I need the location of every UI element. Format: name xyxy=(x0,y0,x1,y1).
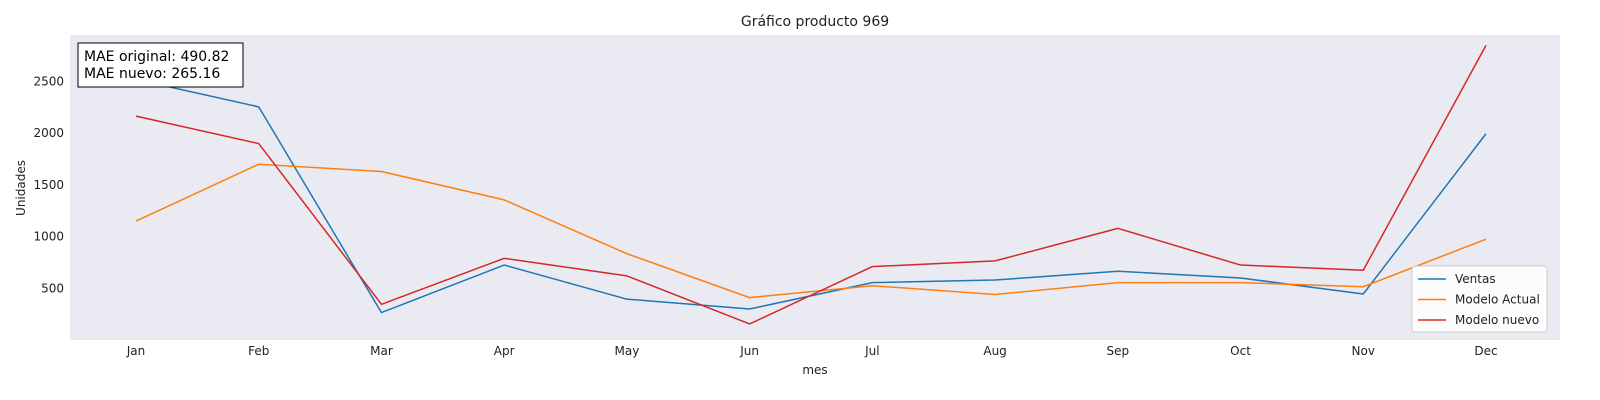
x-axis-label: mes xyxy=(802,363,827,377)
x-tick-label: Apr xyxy=(494,344,515,358)
series-line xyxy=(135,163,1487,299)
y-tick-labels: 500 1000 1500 2000 2500 xyxy=(33,75,64,296)
legend-label: Modelo Actual xyxy=(1455,293,1540,307)
annotation-line-1: MAE original: 490.82 xyxy=(84,49,229,65)
series-line xyxy=(135,44,1487,325)
annotation-line-2: MAE nuevo: 265.16 xyxy=(84,66,220,82)
x-tick-label: Aug xyxy=(983,344,1006,358)
x-tick-label: Jun xyxy=(739,344,759,358)
x-tick-labels: Jan Feb Mar Apr May Jun Jul Aug Sep Oct Nov Dec xyxy=(126,344,1498,358)
y-tick-label: 1500 xyxy=(33,178,64,192)
legend-frame xyxy=(1411,265,1548,333)
annotation-box: MAE original: 490.82 MAE nuevo: 265.16 xyxy=(77,42,244,88)
plot-area xyxy=(70,35,1560,340)
legend-label: Ventas xyxy=(1455,272,1496,286)
y-tick-label: 2000 xyxy=(33,126,64,140)
x-tick-label: Dec xyxy=(1474,344,1497,358)
x-tick-label: Nov xyxy=(1352,344,1375,358)
x-tick-label: Mar xyxy=(370,344,393,358)
legend: Ventas Modelo Actual Modelo nuevo xyxy=(1411,265,1548,333)
x-tick-label: May xyxy=(615,344,640,358)
y-tick-label: 2500 xyxy=(33,75,64,89)
x-tick-label: Jan xyxy=(126,344,146,358)
x-tick-label: Feb xyxy=(248,344,269,358)
legend-label: Modelo nuevo xyxy=(1455,313,1539,327)
y-axis-label: Unidades xyxy=(14,160,28,216)
annotation-frame xyxy=(77,42,244,88)
x-tick-label: Jul xyxy=(864,344,879,358)
series-lines xyxy=(135,44,1487,325)
y-tick-label: 1000 xyxy=(33,230,64,244)
x-tick-label: Sep xyxy=(1107,344,1130,358)
x-tick-label: Oct xyxy=(1230,344,1251,358)
chart-title: Gráfico producto 969 xyxy=(741,14,889,30)
y-tick-label: 500 xyxy=(41,281,64,295)
